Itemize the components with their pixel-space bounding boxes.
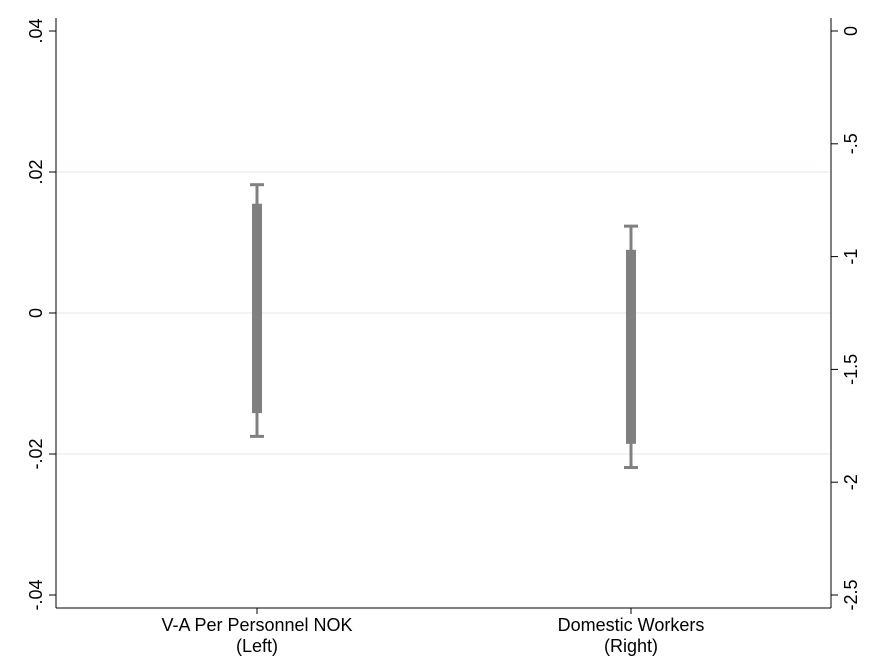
category-label-0-line2: (Left)	[236, 636, 278, 656]
category-label-1-line1: Domestic Workers	[558, 615, 705, 635]
grid-lines	[56, 171, 831, 455]
inner-ci-bar-0	[252, 203, 262, 414]
left-y-axis-ticks: .04 .02 0 -.02 -.04	[26, 18, 56, 611]
left-tick-label-4: -.04	[26, 579, 46, 610]
right-tick-label-2: -1	[841, 249, 861, 265]
right-y-axis-ticks: 0 -.5 -1 -1.5 -2 -2.5	[831, 26, 861, 611]
right-tick-label-4: -2	[841, 474, 861, 490]
category-labels: V-A Per Personnel NOK (Left) Domestic Wo…	[161, 615, 704, 656]
left-tick-label-3: -.02	[26, 438, 46, 469]
right-tick-label-3: -1.5	[841, 354, 861, 385]
interval-marks	[250, 183, 638, 470]
right-tick-label-0: 0	[841, 26, 861, 36]
inner-ci-bar-1	[626, 249, 636, 444]
category-label-1-line2: (Right)	[604, 636, 658, 656]
right-tick-label-1: -.5	[841, 133, 861, 154]
right-tick-label-5: -2.5	[841, 579, 861, 610]
x-axis-ticks	[256, 608, 632, 614]
left-tick-label-0: .04	[26, 18, 46, 43]
left-tick-label-1: .02	[26, 159, 46, 184]
category-label-0-line1: V-A Per Personnel NOK	[161, 615, 352, 635]
left-tick-label-2: 0	[26, 308, 46, 318]
